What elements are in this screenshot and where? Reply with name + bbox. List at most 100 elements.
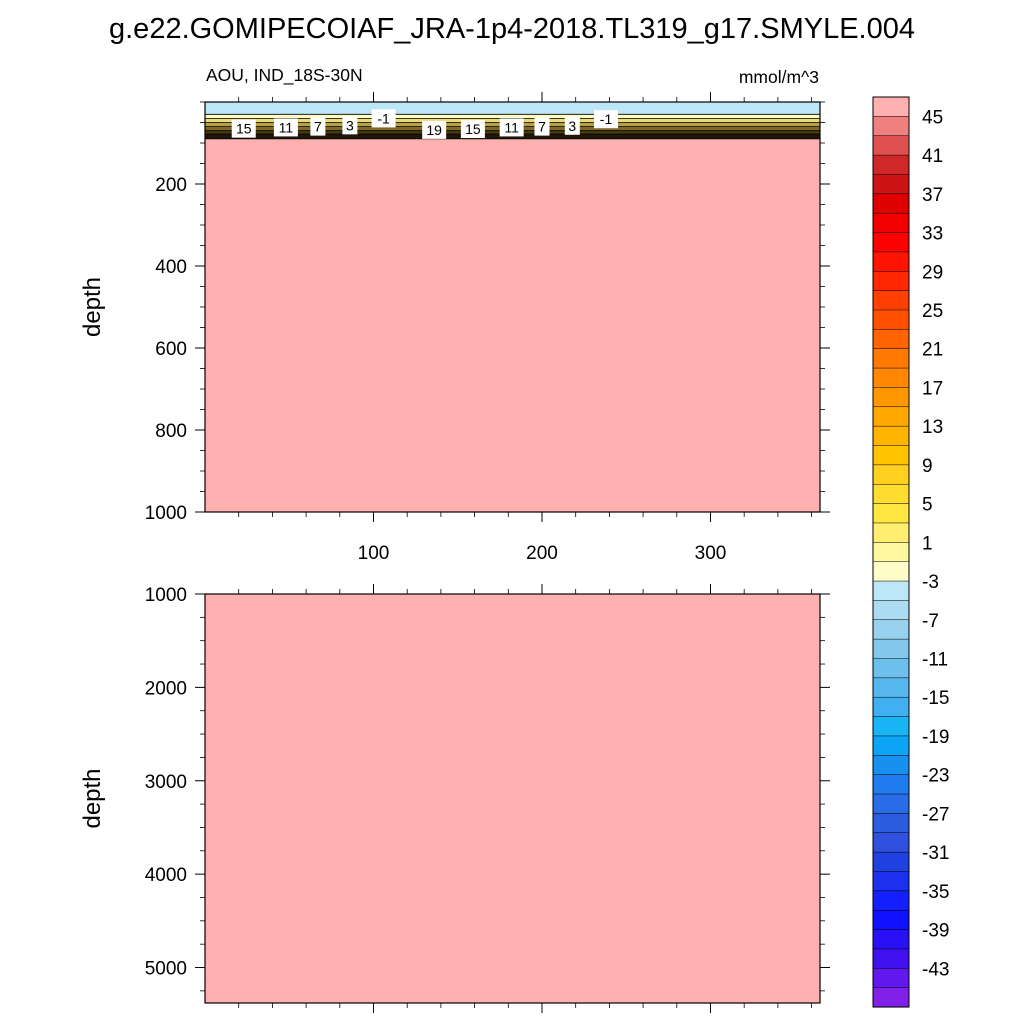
y-tick-label: 3000 [145, 772, 187, 793]
colorbar-tick-label: 33 [922, 224, 943, 245]
depth-layer-0-0 [205, 102, 820, 115]
colorbar-tick-label: 5 [922, 495, 933, 516]
colorbar-swatch [872, 580, 910, 601]
contour-label: 11 [504, 119, 519, 135]
colorbar-tick-label: 17 [922, 378, 943, 399]
colorbar-swatch [872, 716, 910, 737]
colorbar-tick-label: 41 [922, 146, 943, 167]
colorbar-frame [872, 96, 910, 1008]
colorbar-swatch [872, 890, 910, 911]
colorbar-swatch [872, 483, 910, 505]
colorbar-swatch [872, 348, 910, 369]
y-tick-label: 800 [155, 421, 187, 442]
contour-label-box [594, 110, 619, 129]
colorbar-tick-label: -27 [922, 804, 949, 825]
y-tick-label: 1000 [145, 503, 187, 524]
contour-label-box [371, 109, 396, 128]
colorbar-swatch [872, 290, 910, 311]
colorbar-tick-label: 25 [922, 301, 943, 322]
colorbar-swatch [872, 522, 910, 543]
y-axis-label: depth [79, 768, 106, 828]
colorbar-swatch [872, 851, 910, 873]
colorbar-swatch [872, 464, 910, 485]
colorbar-tick-label: 9 [922, 456, 933, 477]
contour-label-box [460, 120, 485, 139]
colorbar-swatch [872, 367, 910, 388]
colorbar-swatch [872, 561, 910, 582]
x-tick-label: 200 [526, 543, 558, 564]
y-tick-label: 4000 [145, 865, 187, 886]
colorbar-swatch [872, 387, 910, 408]
colorbar-swatch [872, 619, 910, 640]
colorbar-tick-label: -15 [922, 688, 949, 709]
colorbar-swatch [872, 832, 910, 853]
contour-label-box [499, 118, 524, 137]
x-tick-label: 300 [695, 543, 727, 564]
colorbar-swatch [872, 212, 910, 234]
colorbar-swatch [872, 135, 910, 156]
lower-panel: 1000 2000 3000 4000 5000 depth [79, 584, 830, 1013]
colorbar-swatch [872, 677, 910, 698]
colorbar-swatch [872, 909, 910, 931]
colorbar-swatch [872, 445, 910, 466]
colorbar-swatch [872, 116, 910, 137]
colorbar-swatch [872, 774, 910, 795]
colorbar-swatch [872, 696, 910, 718]
colorbar-swatch [872, 755, 910, 776]
colorbar-swatch [872, 658, 910, 679]
panel-subtitle-left: AOU, IND_18S-30N [206, 65, 363, 86]
colorbar-tick-label: -23 [922, 766, 949, 787]
colorbar-swatch [872, 154, 910, 175]
x-tick-label: 100 [358, 543, 390, 564]
contour-label-box [231, 119, 256, 138]
contour-label-box [310, 117, 326, 136]
colorbar-tick-label: -35 [922, 882, 949, 903]
colorbar-tick-label: -43 [922, 959, 949, 980]
depth-layer-0-7 [205, 138, 820, 512]
contour-label: 15 [465, 121, 481, 137]
contour-label-box [422, 120, 447, 139]
contour-label: 7 [314, 119, 322, 135]
colorbar-swatch [872, 232, 910, 253]
y-tick-label: 600 [155, 339, 187, 360]
y-tick-label: 200 [155, 175, 187, 196]
y-tick-label: 1000 [145, 585, 187, 606]
colorbar-swatch [872, 309, 910, 330]
colorbar-tick-label: -31 [922, 843, 949, 864]
upper-panel: 200 400 600 800 1000 100 200 300 depth 15 11 7 3 -1 19… [79, 92, 830, 564]
colorbar-swatch [872, 929, 910, 950]
colorbar-tick-label: 1 [922, 533, 933, 554]
depth-layer-0-6 [205, 133, 820, 139]
colorbar-tick-label: -39 [922, 921, 949, 942]
contour-label: 15 [236, 121, 252, 137]
colorbar-tick-label: 29 [922, 262, 943, 283]
colorbar-tick-label: -19 [922, 727, 949, 748]
colorbar-tick-label: -11 [922, 649, 948, 670]
colorbar-swatch [872, 542, 910, 563]
contour-label: 3 [568, 118, 576, 134]
depth-layer-1-0 [205, 594, 820, 1003]
colorbar-swatch [872, 638, 910, 660]
colorbar-swatch [872, 987, 910, 1008]
contour-label: -1 [377, 110, 390, 126]
contour-label-box [342, 116, 358, 135]
contour-label: 19 [426, 122, 442, 138]
colorbar-tick-label: -3 [922, 572, 939, 593]
colorbar-swatch [872, 871, 910, 892]
contour-label-box [534, 117, 550, 136]
colorbar-swatch [872, 793, 910, 814]
contour-label-box [564, 116, 580, 135]
colorbar: 45 41 37 33 29 25 21 17 13 9 5 1 -3 -7 -11 -15 -19 -23 -27… [872, 96, 949, 1008]
colorbar-swatch [872, 193, 910, 214]
contour-label: 7 [538, 119, 546, 135]
colorbar-tick-label: 37 [922, 185, 943, 206]
depth-layer-0-1 [205, 114, 820, 119]
contour-label: 3 [346, 117, 354, 133]
colorbar-swatch [872, 271, 910, 292]
y-tick-label: 5000 [145, 959, 187, 980]
colorbar-swatch [872, 600, 910, 621]
colorbar-swatch [872, 735, 910, 756]
colorbar-swatch [872, 96, 910, 117]
colorbar-tick-label: 21 [922, 340, 943, 361]
y-tick-label: 2000 [145, 678, 187, 699]
